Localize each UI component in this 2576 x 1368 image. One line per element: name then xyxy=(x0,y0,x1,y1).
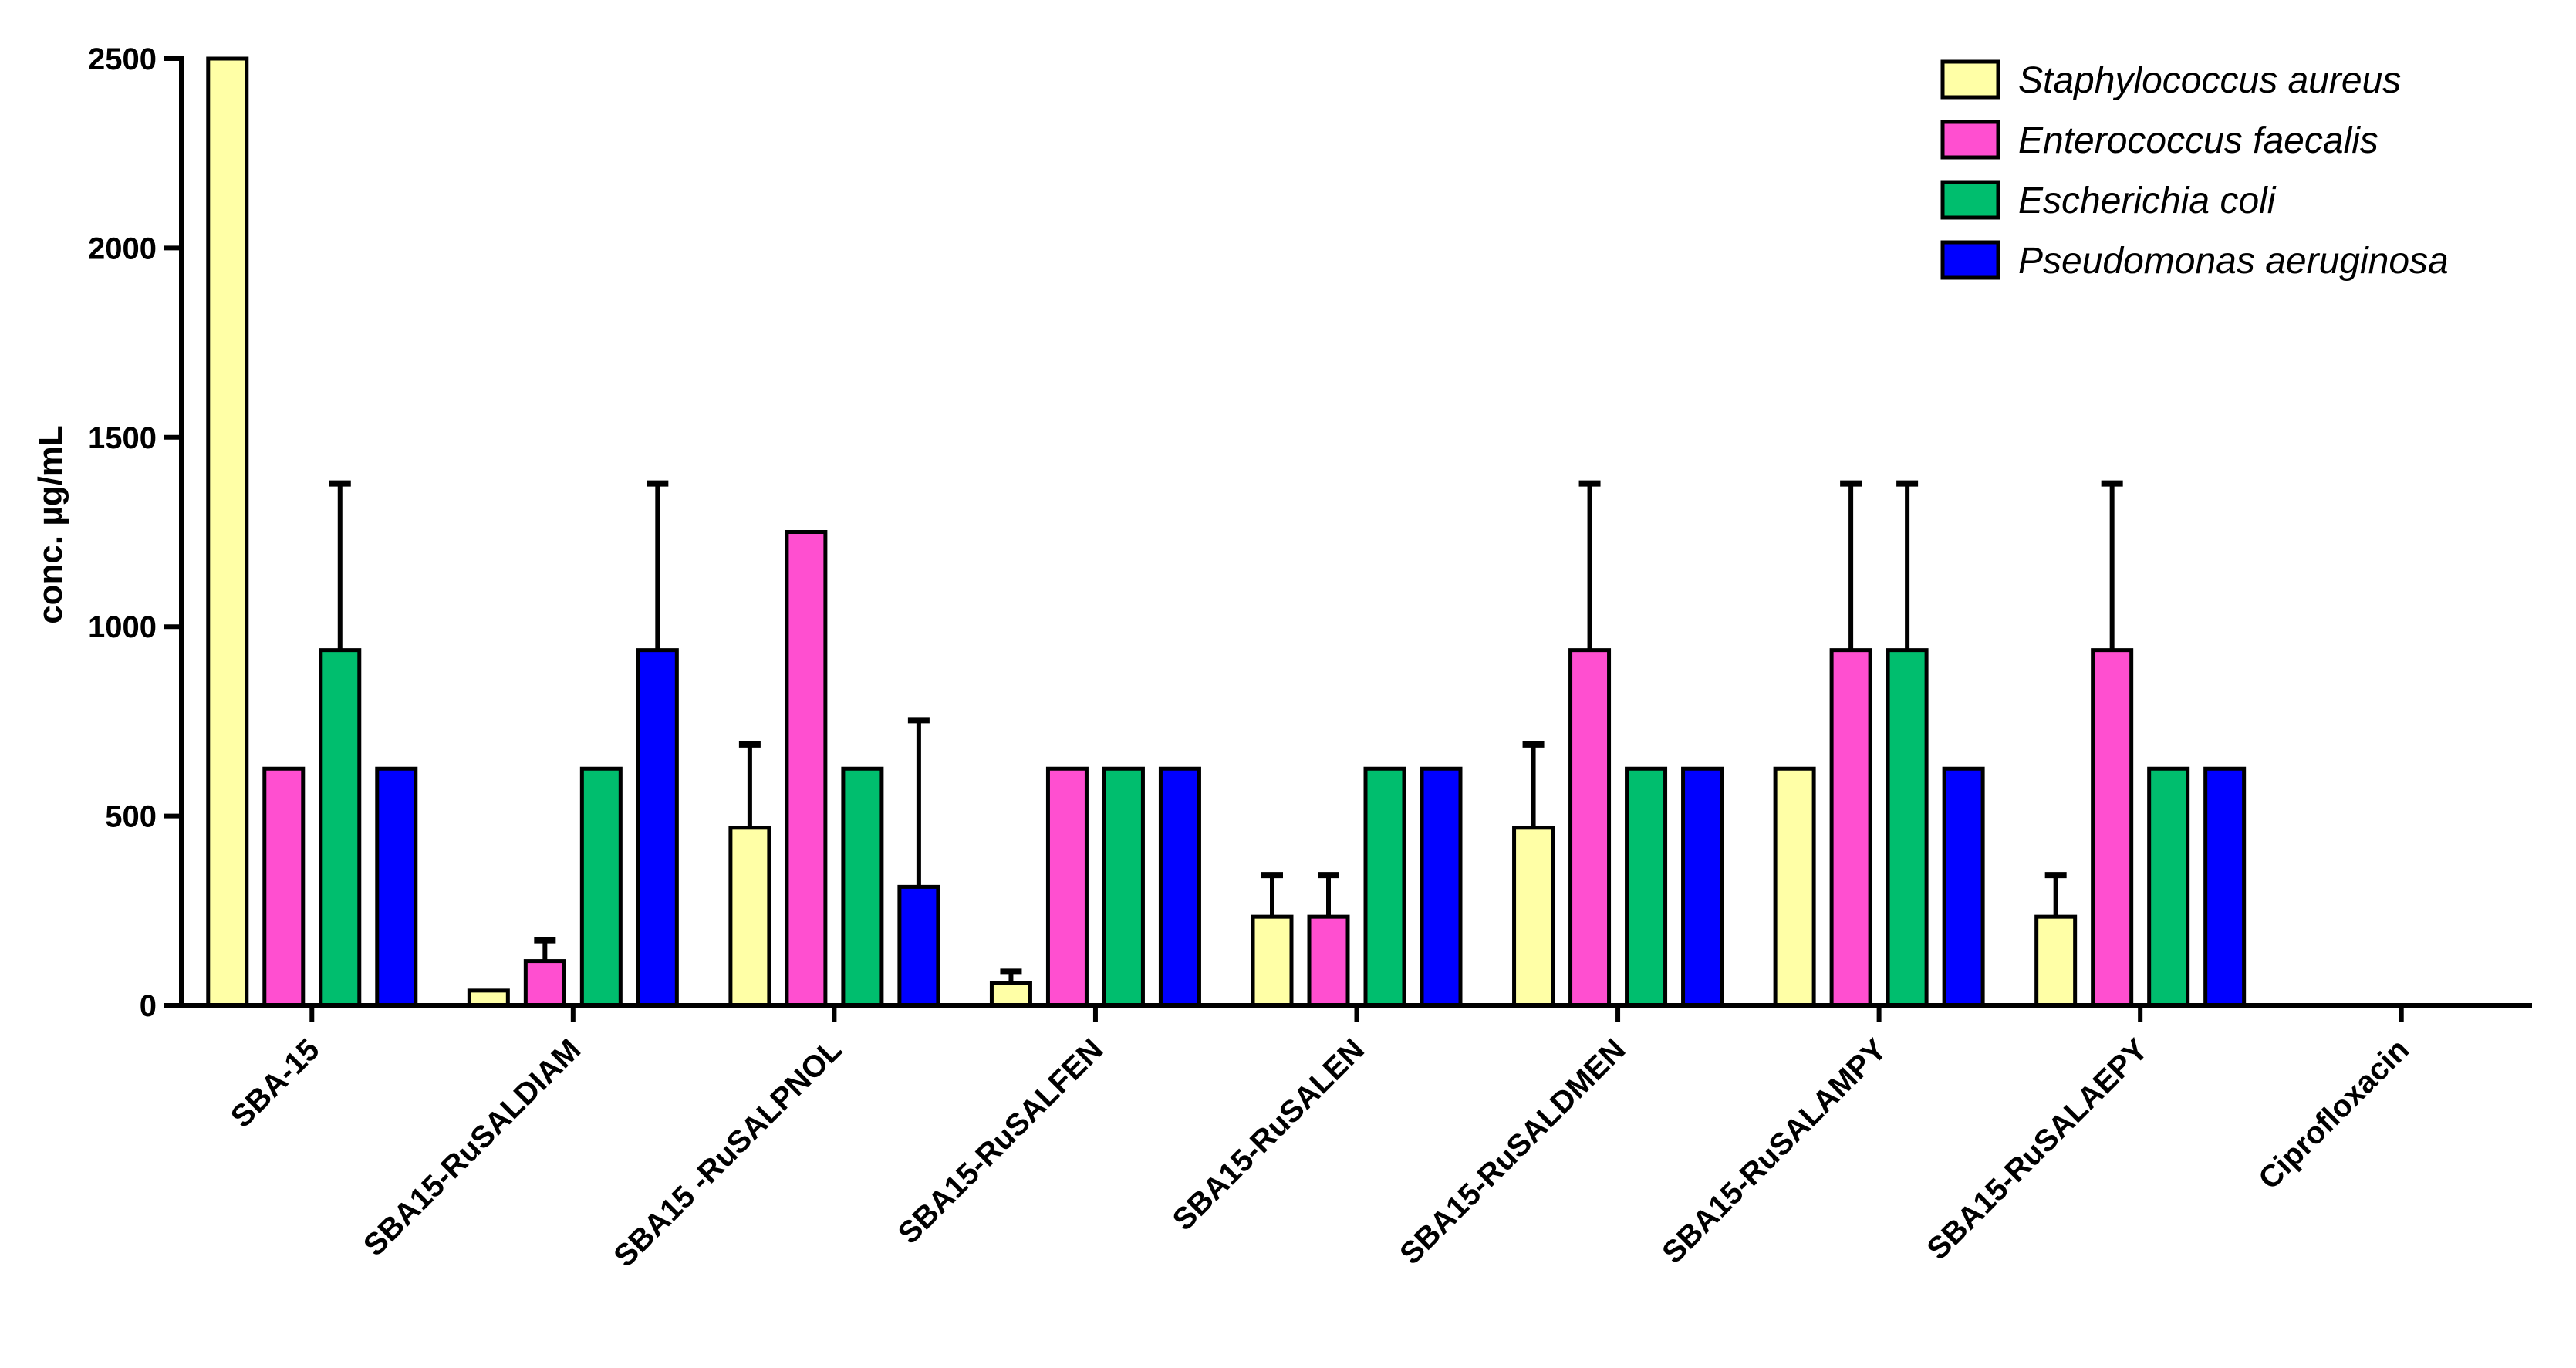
bar-0-2 xyxy=(728,826,771,1008)
bar-3-1 xyxy=(636,648,679,1008)
bar-3-2 xyxy=(897,884,940,1008)
bar-1-6 xyxy=(1829,648,1872,1008)
bar-1-3 xyxy=(1045,766,1089,1008)
legend-swatch-2 xyxy=(1940,180,2000,220)
bar-0-7 xyxy=(2034,914,2078,1008)
bar-2-2 xyxy=(841,766,884,1008)
legend: Staphylococcus aureus Enterococcus faecal… xyxy=(1940,59,2449,282)
bar-1-0 xyxy=(262,766,306,1008)
legend-swatch-1 xyxy=(1940,120,2000,160)
bar-2-4 xyxy=(1363,766,1406,1008)
y-tick-label-5: 2500 xyxy=(88,42,157,76)
bar-1-2 xyxy=(785,530,828,1008)
x-tick-label-4: SBA15-RuSALEN xyxy=(1166,1032,1371,1237)
bar-3-6 xyxy=(1942,766,1985,1008)
y-tick-label-1: 500 xyxy=(105,800,157,834)
y-tick-label-4: 2000 xyxy=(88,231,157,265)
bar-0-3 xyxy=(989,981,1032,1008)
bar-0-5 xyxy=(1512,826,1555,1008)
bars-layer xyxy=(206,56,2247,1008)
bar-2-7 xyxy=(2147,766,2190,1008)
bar-2-3 xyxy=(1102,766,1145,1008)
legend-swatch-0 xyxy=(1940,59,2000,100)
y-tick-label-0: 0 xyxy=(140,989,157,1023)
legend-swatch-3 xyxy=(1940,240,2000,280)
legend-label-1: Enterococcus faecalis xyxy=(2018,120,2378,161)
x-tick-label-5: SBA15-RuSALDMEN xyxy=(1393,1032,1632,1271)
x-tick-label-3: SBA15-RuSALFEN xyxy=(892,1032,1110,1251)
x-tick-label-0: SBA-15 xyxy=(225,1032,326,1134)
bar-1-5 xyxy=(1568,648,1612,1008)
bar-3-0 xyxy=(375,766,418,1008)
x-tick-label-8: Ciprofloxacin xyxy=(2252,1032,2416,1196)
legend-label-2: Escherichia coli xyxy=(2018,181,2277,221)
bar-0-6 xyxy=(1773,766,1816,1008)
bar-1-4 xyxy=(1307,914,1350,1008)
error-bars-layer xyxy=(329,480,2123,984)
x-tick-label-6: SBA15-RuSALAMPY xyxy=(1656,1032,1893,1270)
bar-1-7 xyxy=(2091,648,2134,1008)
x-tick-label-1: SBA15-RuSALDIAM xyxy=(357,1032,587,1262)
bar-3-5 xyxy=(1681,766,1724,1008)
y-axis-title: conc. µg/mL xyxy=(32,425,69,624)
bar-2-1 xyxy=(579,766,623,1008)
bar-2-0 xyxy=(319,648,362,1008)
y-tick-label-2: 1000 xyxy=(88,610,157,644)
y-tick-label-3: 1500 xyxy=(88,421,157,455)
legend-label-0: Staphylococcus aureus xyxy=(2018,60,2401,101)
bar-3-7 xyxy=(2203,766,2247,1008)
bar-3-3 xyxy=(1158,766,1201,1008)
bar-0-4 xyxy=(1251,914,1294,1008)
x-tick-label-2: SBA15 -RuSALPNOL xyxy=(607,1032,848,1273)
bar-1-1 xyxy=(523,959,566,1008)
bar-2-6 xyxy=(1886,648,1929,1008)
bar-3-4 xyxy=(1420,766,1463,1008)
axes-layer: 0 500 1000 1500 2000 2500 SBA-15 SBA15-RuSALDIA… xyxy=(88,42,2532,1274)
bar-0-0 xyxy=(206,56,249,1008)
bar-2-5 xyxy=(1625,766,1668,1008)
legend-label-3: Pseudomonas aeruginosa xyxy=(2018,241,2449,282)
x-tick-label-7: SBA15-RuSALAEPY xyxy=(1921,1032,2155,1266)
